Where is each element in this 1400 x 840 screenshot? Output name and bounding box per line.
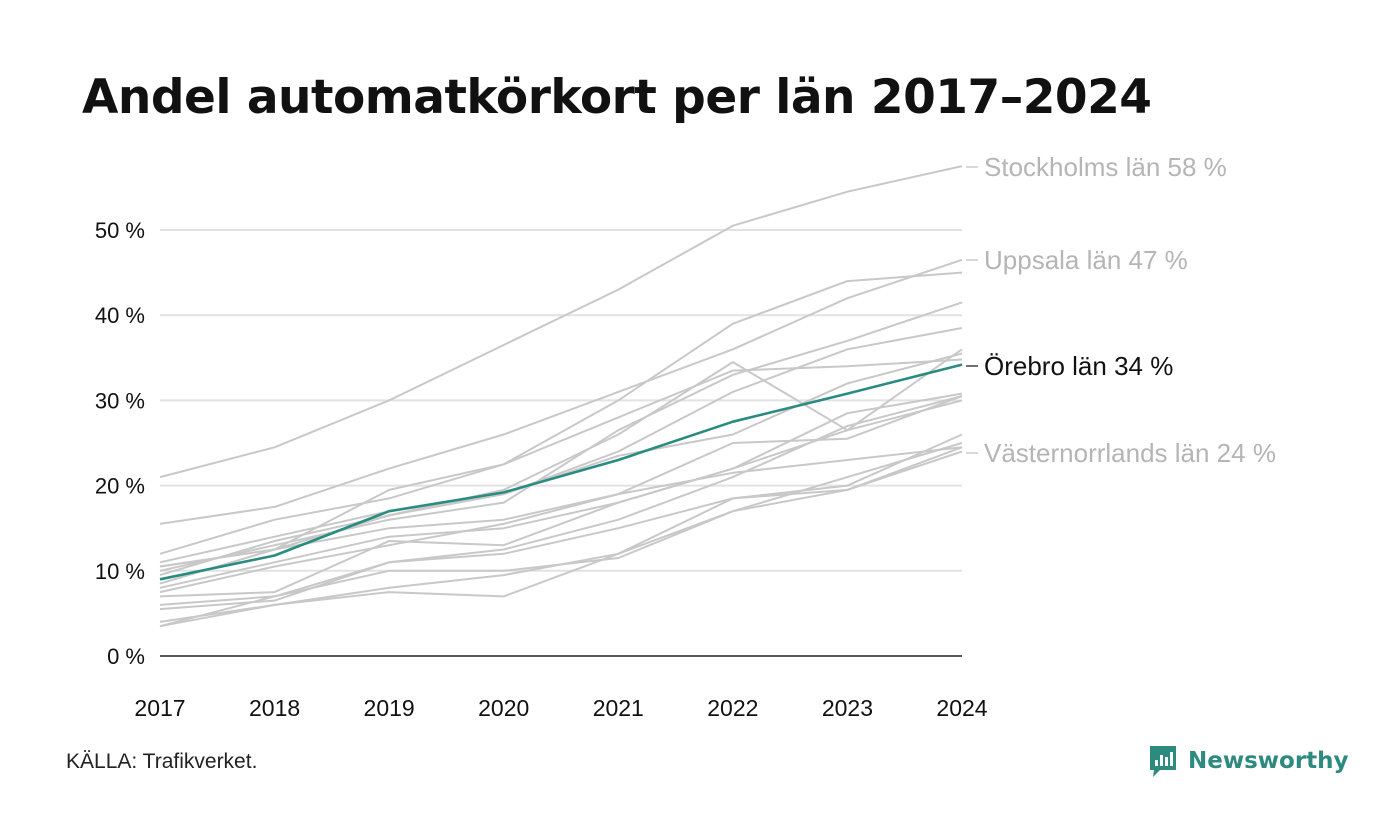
series-line [159, 395, 963, 594]
brand-logo: Newsworthy [1148, 744, 1349, 778]
brand-name: Newsworthy [1188, 748, 1349, 774]
series-end-label: Västernorrlands län 24 % [984, 438, 1276, 468]
y-axis-tick-labels: 0 % 10 % 20 % 30 % 40 % 50 % [95, 218, 145, 669]
x-tick-label: 2020 [478, 695, 529, 721]
x-axis-tick-labels: 2017 2018 2019 2020 2021 2022 2023 2024 [134, 695, 987, 721]
x-tick-label: 2023 [822, 695, 873, 721]
series-line [159, 348, 963, 568]
series-line [159, 433, 963, 611]
x-tick-label: 2024 [936, 695, 987, 721]
y-tick-label: 50 % [95, 218, 145, 243]
series-line [159, 446, 963, 568]
newsworthy-logo-icon [1150, 746, 1176, 777]
series-line [159, 450, 963, 628]
series-line [159, 399, 963, 589]
series-end-labels: Stockholms län 58 % Uppsala län 47 % Örebr… [966, 152, 1276, 468]
x-tick-label: 2022 [707, 695, 758, 721]
y-tick-label: 40 % [95, 303, 145, 328]
source-note: KÄLLA: Trafikverket. [66, 750, 258, 773]
series-end-label: Örebro län 34 % [984, 351, 1173, 381]
y-tick-label: 20 % [95, 474, 145, 499]
gridlines [160, 229, 962, 657]
chart-title: Andel automatkörkort per län 2017–2024 [82, 70, 1152, 125]
series-line [159, 165, 963, 479]
series-line [159, 442, 963, 628]
x-tick-label: 2021 [593, 695, 644, 721]
series-line [159, 301, 963, 572]
x-tick-label: 2018 [249, 695, 300, 721]
series-end-label: Stockholms län 58 % [984, 152, 1227, 182]
series-line [159, 358, 963, 585]
series-line [159, 258, 963, 525]
series-lines [159, 165, 963, 628]
series-line [159, 271, 963, 555]
y-tick-label: 10 % [95, 559, 145, 584]
x-tick-label: 2019 [364, 695, 415, 721]
x-tick-label: 2017 [134, 695, 185, 721]
series-line [159, 392, 963, 598]
y-tick-label: 30 % [95, 388, 145, 413]
series-line-highlight [159, 363, 963, 581]
series-end-label: Uppsala län 47 % [984, 245, 1188, 275]
series-line [159, 395, 963, 606]
series-line [159, 327, 963, 564]
y-tick-label: 0 % [107, 644, 145, 669]
